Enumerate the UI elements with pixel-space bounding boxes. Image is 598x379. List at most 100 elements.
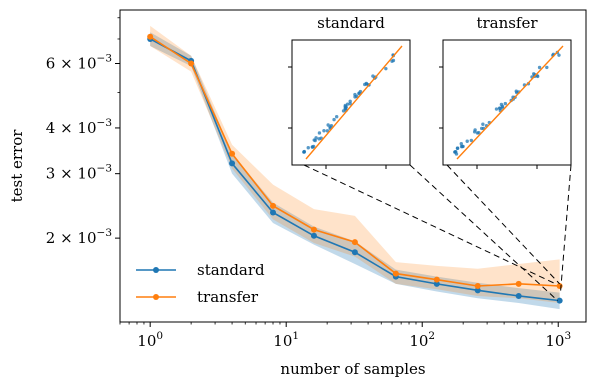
legend-label-transfer: transfer [197,288,259,306]
inset-identity-line [456,45,564,160]
y-tick-exponent: −3 [97,52,112,64]
inset-point [317,131,322,135]
plot-frame [119,9,587,323]
point-transfer [188,60,195,67]
point-standard [515,292,522,299]
series-lines [147,33,563,304]
x-tick-label: 100 [137,330,163,350]
legend-marker-standard [153,267,159,273]
y-tick-exponent: −3 [97,163,112,175]
inset-point [384,66,388,71]
inset-point [494,107,499,111]
inset-point [306,146,310,150]
inset-point [390,59,394,63]
x-tick-label: 101 [273,330,299,350]
inset-point [353,92,357,97]
x-tick-exponent: 3 [564,330,571,342]
y-tick-label: 3 × 10−3 [46,163,112,183]
point-transfer [433,276,440,283]
legend: standard transfer [136,261,265,306]
point-transfer [392,270,399,277]
x-tick-exponent: 2 [428,330,435,342]
y-axis-label: test error [8,129,26,203]
y-tick-label: 2 × 10−3 [46,227,112,247]
inset-identity-line [305,45,403,160]
point-standard [433,280,440,287]
inset-point [332,117,336,122]
zoom-connector [560,164,572,291]
x-tick-exponent: 0 [156,330,163,342]
y-tick-exponent: −3 [97,227,112,239]
inset-point [473,128,477,132]
x-tick-base: 10 [137,332,156,350]
zoom-connector [303,164,556,285]
point-transfer [310,226,317,233]
point-transfer [270,202,277,209]
x-tick-exponent: 1 [292,330,299,342]
inset-point [348,99,352,104]
inset-point [455,146,460,150]
point-transfer [556,282,563,289]
inset-point [322,129,326,133]
y-tick-base: 4 × 10 [46,119,97,137]
inset-point [334,115,339,119]
zoom-connector [446,164,560,285]
inset-point [314,136,318,140]
point-standard [474,287,481,294]
y-tick-label: 4 × 10−3 [46,117,112,137]
inset-point [302,150,306,154]
x-axis-label: number of samples [280,360,425,378]
point-standard [351,249,358,256]
zoom-connector [409,164,558,301]
insets: standard transfer [288,14,572,169]
inset-point [317,137,321,141]
inset-point [536,74,540,79]
zoom-connector-lines [303,164,572,301]
y-tick-label: 6 × 10−3 [46,52,112,72]
inset-point [465,139,469,143]
inset-point [313,138,317,143]
inset-title-standard: standard [317,14,385,32]
point-transfer [474,282,481,289]
point-standard [556,297,563,304]
point-transfer [229,150,236,157]
inset-point [481,122,485,126]
x-axis-ticks: 100 101 102 103 [119,322,571,350]
y-tick-base: 2 × 10 [46,229,97,247]
x-tick-label: 103 [545,330,571,350]
inset-point [477,131,481,135]
inset-point [325,129,330,133]
legend-marker-transfer [153,294,159,300]
inset-point [344,105,348,109]
inset-point [461,144,465,149]
inset-point [459,142,463,146]
legend-label-standard: standard [197,261,265,279]
x-tick-base: 10 [409,332,428,350]
inset-point [479,126,484,131]
point-transfer [515,280,522,287]
inset-point [348,102,352,106]
point-standard [310,232,317,239]
inset-point [557,53,561,57]
inset-point [453,150,457,154]
inset-point [545,65,549,70]
inset-point [311,144,316,149]
y-tick-base: 3 × 10 [46,165,97,183]
x-tick-label: 102 [409,330,435,350]
inset-point [357,91,361,96]
y-tick-exponent: −3 [97,117,112,129]
point-standard [229,160,236,167]
point-standard [270,209,277,216]
point-transfer [147,33,154,40]
y-axis-ticks: 2 × 10−33 × 10−34 × 10−36 × 10−3 [46,17,120,247]
x-tick-base: 10 [273,332,292,350]
inset-point [532,72,536,76]
inset-point [503,101,508,106]
inset-point [469,138,474,143]
y-tick-base: 6 × 10 [46,54,97,72]
inset-point [537,65,542,70]
inset-title-transfer: transfer [476,14,538,32]
point-transfer [351,239,358,246]
x-tick-base: 10 [545,332,564,350]
